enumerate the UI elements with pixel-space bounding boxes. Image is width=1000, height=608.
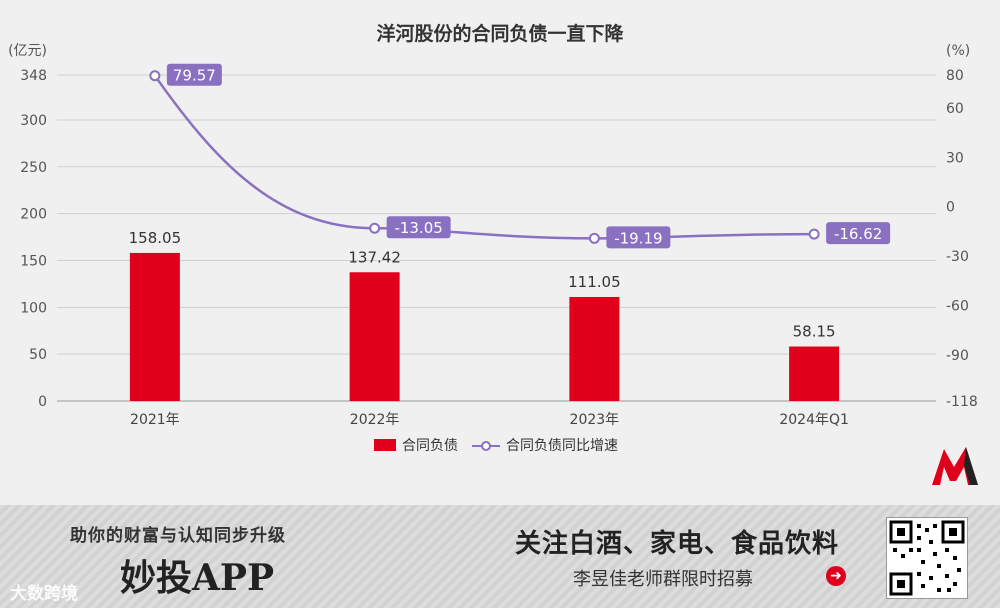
right-axis-unit: (%) — [946, 43, 970, 59]
line-point — [369, 222, 381, 234]
banner-pattern — [0, 505, 1000, 608]
line-point — [588, 232, 600, 244]
bar-value-label: 111.05 — [568, 273, 621, 291]
right-tick-label: 0 — [946, 200, 955, 216]
legend-swatch-point — [481, 441, 491, 451]
bar-value-label: 58.15 — [793, 323, 836, 341]
right-tick-label: 80 — [946, 68, 964, 84]
bar — [349, 272, 400, 401]
x-tick-label: 2021年 — [130, 412, 180, 428]
line-point — [808, 228, 820, 240]
x-tick-label: 2024年Q1 — [779, 412, 849, 428]
left-tick-label: 150 — [20, 253, 47, 269]
chart-title: 洋河股份的合同负债一直下降 — [376, 22, 624, 45]
left-tick-label: 0 — [38, 394, 47, 410]
bar — [569, 296, 620, 401]
right-tick-label: -60 — [946, 299, 969, 315]
line-label-box — [826, 222, 891, 245]
line-value-label: -16.62 — [834, 225, 882, 243]
left-tick-label: 50 — [29, 347, 47, 363]
right-tick-label: -118 — [946, 394, 978, 410]
banner-app-name[interactable]: 妙投APP — [120, 557, 275, 599]
promo-banner[interactable]: 助你的财富与认知同步升级 妙投APP 关注白酒、家电、食品饮料 李昱佳老师群限时… — [0, 505, 1000, 608]
right-tick-label: 30 — [946, 150, 964, 166]
bar-value-label: 158.05 — [129, 229, 182, 247]
bar-value-label: 137.42 — [348, 248, 401, 266]
right-tick-label: -90 — [946, 348, 969, 364]
arrow-right-icon[interactable]: ➜ — [826, 566, 846, 586]
banner-slogan: 助你的财富与认知同步升级 — [70, 526, 286, 546]
line-value-label: 79.57 — [173, 67, 216, 85]
x-tick-label: 2022年 — [350, 412, 400, 428]
banner-recruit-text[interactable]: 李昱佳老师群限时招募 — [573, 569, 753, 590]
left-tick-label: 348 — [20, 68, 47, 84]
qr-code-icon[interactable] — [886, 517, 968, 599]
left-tick-label: 300 — [20, 113, 47, 129]
line-label-box — [166, 63, 222, 86]
banner-follow-text: 关注白酒、家电、食品饮料 — [515, 529, 840, 559]
left-axis-unit: (亿元) — [8, 43, 47, 59]
chart-area: 158.05 137.42 111.05 58.15 79.57 -13.05 -19.19… — [0, 0, 1000, 505]
bar — [129, 252, 180, 401]
legend-label-line: 合同负债同比增速 — [506, 438, 618, 454]
left-tick-label: 100 — [20, 300, 47, 316]
line-value-label: -19.19 — [614, 229, 662, 247]
line-point — [149, 70, 161, 82]
x-tick-label: 2023年 — [570, 412, 620, 428]
legend-label-bar: 合同负债 — [402, 438, 458, 454]
left-tick-label: 200 — [20, 207, 47, 223]
bar — [789, 346, 840, 401]
right-tick-label: -30 — [946, 249, 969, 265]
watermark-text: 大数跨境 — [10, 584, 78, 604]
line-value-label: -13.05 — [394, 219, 442, 237]
legend-swatch-bar — [374, 439, 396, 451]
chart-svg: 158.05 137.42 111.05 58.15 79.57 -13.05 -19.19… — [8, 22, 978, 454]
brand-logo-icon — [932, 447, 978, 485]
left-tick-label: 250 — [20, 160, 47, 176]
right-tick-label: 60 — [946, 101, 964, 117]
line-label-box — [386, 216, 451, 239]
line-label-box — [606, 226, 671, 249]
